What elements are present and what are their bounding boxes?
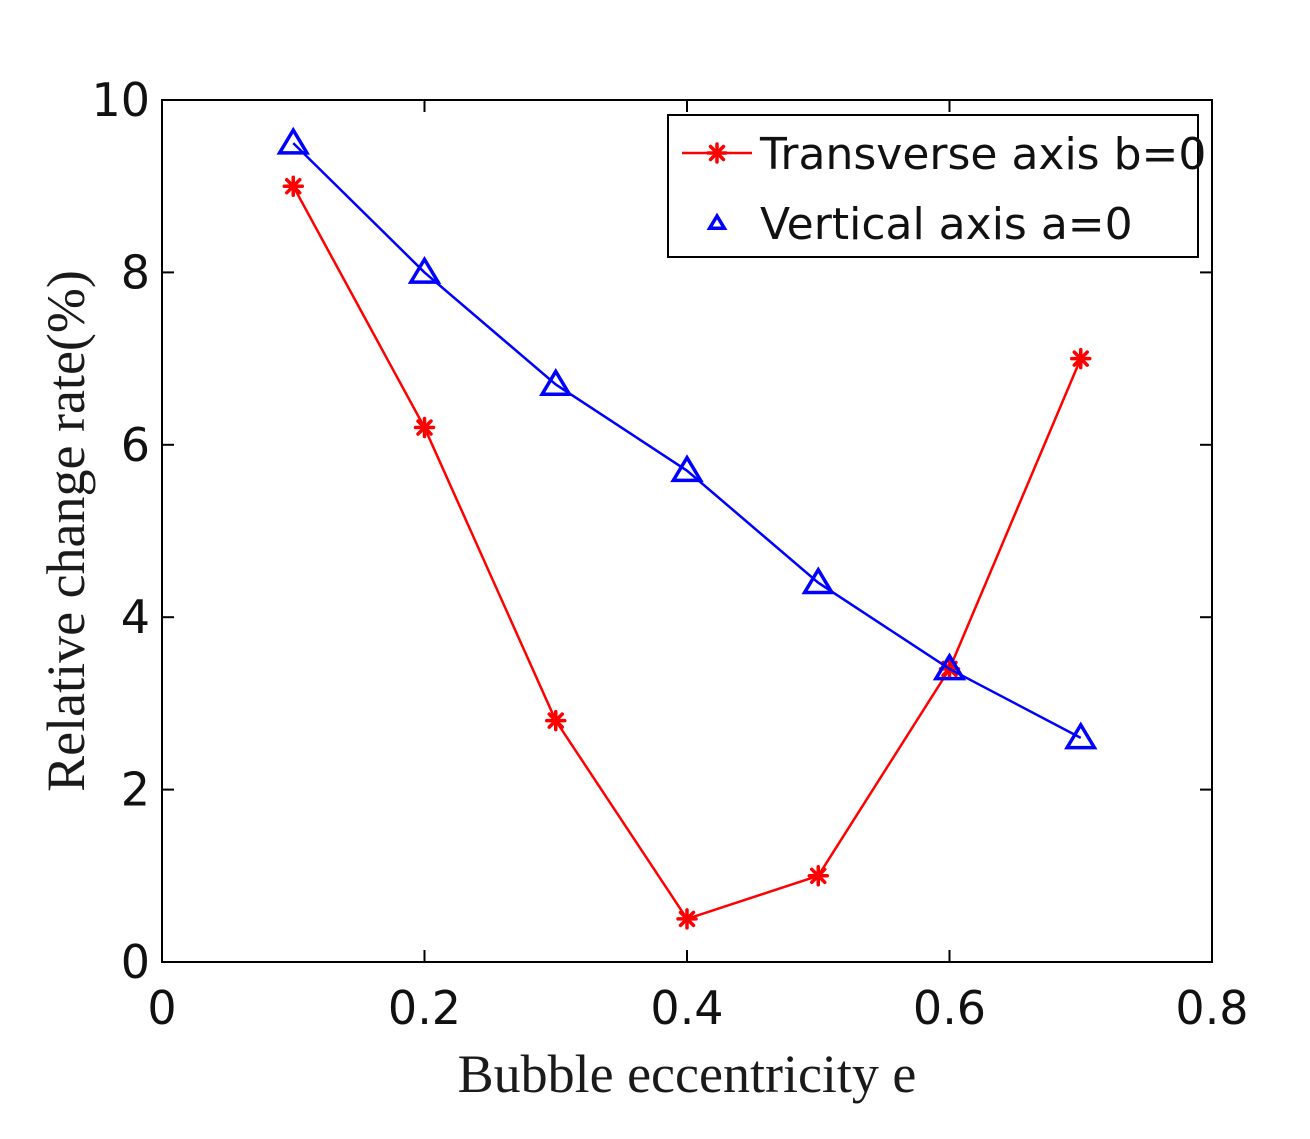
triangle-marker xyxy=(276,126,310,155)
plot-frame xyxy=(161,99,1213,963)
triangle-marker xyxy=(1064,721,1098,750)
x-tick-label: 0.4 xyxy=(650,981,723,1035)
y-tick-label: 8 xyxy=(121,245,150,299)
asterisk-marker xyxy=(282,175,304,197)
x-tick-label: 0.6 xyxy=(913,981,986,1035)
legend-box xyxy=(667,114,1199,258)
asterisk-marker xyxy=(1070,347,1092,370)
x-axis-title: Bubble eccentricity e xyxy=(458,1044,917,1104)
legend: Transverse axis b=0 Vertical axis a=0 xyxy=(667,114,1206,258)
tick-labels: 0 0.2 0.4 0.6 0.8 0 2 4 6 8 10 xyxy=(91,73,1248,1035)
asterisk-marker xyxy=(807,865,829,887)
series-line xyxy=(292,142,1082,739)
asterisk-marker xyxy=(706,142,728,164)
triangle-marker xyxy=(539,368,573,396)
y-tick-label: 2 xyxy=(121,763,150,817)
y-tick-label: 6 xyxy=(121,418,150,472)
legend-item: Transverse axis b=0 xyxy=(682,129,1206,180)
triangle-marker xyxy=(801,566,835,595)
triangle-marker xyxy=(706,212,728,230)
y-tick-label: 10 xyxy=(91,73,150,127)
asterisk-marker xyxy=(676,908,698,930)
triangle-marker xyxy=(670,454,704,483)
y-tick-label: 0 xyxy=(121,935,150,989)
y-axis-title: Relative change rate(%) xyxy=(36,270,96,792)
series-2 xyxy=(276,126,1098,750)
x-tick-label: 0.2 xyxy=(388,981,461,1035)
legend-label: Transverse axis b=0 xyxy=(759,129,1206,180)
x-tick-label: 0.8 xyxy=(1175,981,1248,1035)
legend-item: Vertical axis a=0 xyxy=(706,199,1133,250)
triangle-marker xyxy=(407,255,442,284)
legend-items: Transverse axis b=0 Vertical axis a=0 xyxy=(682,129,1206,250)
triangle-marker xyxy=(932,652,967,681)
x-tick-label: 0 xyxy=(147,981,176,1035)
y-tick-label: 4 xyxy=(121,590,150,644)
series-layer xyxy=(276,126,1098,930)
asterisk-marker xyxy=(413,416,436,439)
asterisk-marker xyxy=(545,709,567,732)
legend-label: Vertical axis a=0 xyxy=(760,199,1133,250)
